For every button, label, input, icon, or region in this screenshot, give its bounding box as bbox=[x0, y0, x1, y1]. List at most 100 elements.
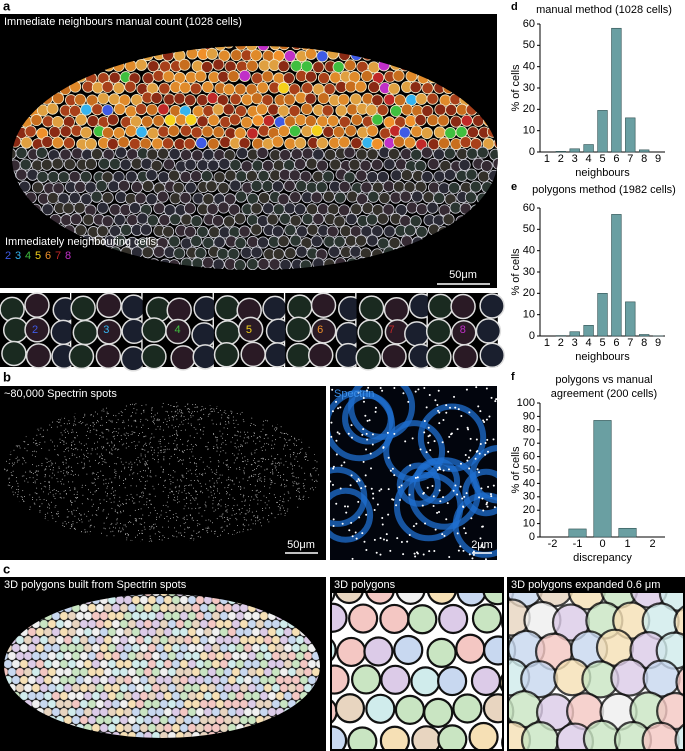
cell bbox=[234, 127, 247, 140]
spot bbox=[175, 449, 177, 451]
cell bbox=[0, 296, 25, 323]
spot bbox=[176, 496, 178, 498]
spot bbox=[131, 411, 133, 413]
spot bbox=[143, 463, 145, 465]
spot bbox=[164, 480, 166, 482]
spot bbox=[280, 485, 282, 487]
polygon bbox=[55, 635, 65, 645]
spot bbox=[43, 485, 45, 487]
polygon bbox=[163, 627, 173, 637]
spot bbox=[45, 468, 47, 470]
spot bbox=[55, 521, 57, 523]
polygon bbox=[79, 651, 89, 661]
spot bbox=[181, 491, 183, 493]
polygon bbox=[167, 683, 177, 693]
polygon bbox=[95, 603, 105, 613]
spot bbox=[213, 510, 215, 512]
cell bbox=[218, 49, 231, 62]
x-tick-label: 5 bbox=[599, 153, 605, 165]
spot bbox=[47, 512, 49, 514]
spot bbox=[26, 450, 28, 452]
polygon bbox=[31, 667, 41, 677]
spot bbox=[39, 511, 41, 513]
spot bbox=[232, 510, 234, 512]
cell bbox=[250, 202, 263, 215]
spot bbox=[113, 491, 115, 493]
spot bbox=[204, 510, 206, 512]
cell bbox=[218, 157, 231, 170]
spot bbox=[88, 460, 90, 462]
spot bbox=[475, 386, 478, 389]
spot bbox=[144, 461, 146, 463]
polygon bbox=[159, 683, 169, 693]
spot bbox=[83, 467, 85, 469]
spot bbox=[211, 494, 213, 496]
spot bbox=[34, 450, 36, 452]
polygon bbox=[179, 611, 189, 621]
spot bbox=[253, 423, 255, 425]
polygon bbox=[15, 683, 25, 693]
spot bbox=[106, 516, 108, 518]
spot bbox=[488, 415, 491, 418]
membrane bbox=[417, 403, 487, 472]
spot bbox=[206, 527, 208, 529]
spot bbox=[55, 493, 57, 495]
spot bbox=[32, 481, 34, 483]
spot bbox=[279, 496, 281, 498]
spot bbox=[110, 441, 112, 443]
spot bbox=[169, 463, 171, 465]
polygon bbox=[259, 691, 269, 701]
polygon bbox=[87, 635, 97, 645]
spot bbox=[75, 424, 77, 426]
cell bbox=[213, 342, 240, 368]
spot bbox=[194, 406, 196, 408]
spot bbox=[104, 459, 106, 461]
polygon bbox=[75, 627, 85, 637]
cell bbox=[71, 147, 84, 160]
cell bbox=[165, 318, 191, 345]
spot bbox=[340, 464, 343, 467]
spot bbox=[72, 523, 74, 525]
spot bbox=[294, 438, 296, 440]
legend-digit: 7 bbox=[55, 250, 61, 262]
cell bbox=[192, 344, 218, 370]
spot bbox=[459, 485, 462, 488]
spot bbox=[108, 430, 110, 432]
cell bbox=[75, 113, 88, 126]
cell bbox=[393, 135, 406, 148]
spot bbox=[118, 412, 120, 414]
cell bbox=[126, 214, 139, 227]
spot bbox=[281, 432, 283, 434]
cell bbox=[240, 246, 253, 259]
spot bbox=[169, 517, 171, 519]
polygon bbox=[239, 715, 249, 725]
spot bbox=[281, 505, 283, 507]
spot bbox=[226, 416, 228, 418]
spot bbox=[283, 448, 285, 450]
spot bbox=[29, 508, 31, 510]
spot bbox=[258, 478, 260, 480]
polygon bbox=[55, 699, 65, 709]
spot bbox=[114, 471, 116, 473]
spot bbox=[35, 451, 37, 453]
cell bbox=[108, 71, 121, 84]
polygon bbox=[99, 611, 109, 621]
spot bbox=[115, 431, 117, 433]
spot bbox=[358, 479, 361, 482]
spot bbox=[229, 518, 231, 520]
spot bbox=[343, 461, 346, 464]
spot bbox=[241, 507, 243, 509]
cell bbox=[109, 203, 122, 216]
spot bbox=[190, 534, 192, 536]
spot bbox=[283, 501, 285, 503]
spot bbox=[114, 462, 116, 464]
x-tick-label: 1 bbox=[544, 153, 550, 165]
spot bbox=[212, 490, 214, 492]
polygon bbox=[107, 675, 117, 685]
spot bbox=[41, 465, 43, 467]
polygon bbox=[195, 691, 205, 701]
spot bbox=[236, 531, 238, 533]
spot bbox=[236, 477, 238, 479]
spot bbox=[348, 529, 351, 532]
